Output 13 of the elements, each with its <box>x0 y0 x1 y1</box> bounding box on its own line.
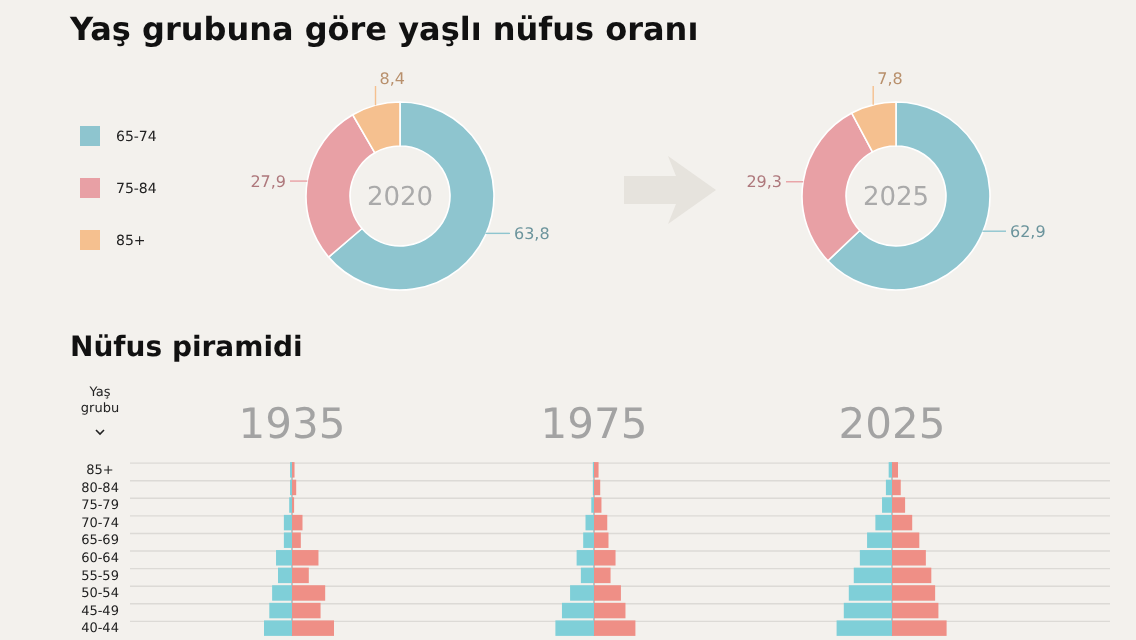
chart-subtitle: 1935 <box>238 400 346 448</box>
data-label: 62,9 <box>1010 222 1046 241</box>
chart-title: Nüfus piramidi <box>70 332 303 364</box>
chart-subtitle: 2025 <box>838 400 946 448</box>
chart-subtitle: 1975 <box>540 400 648 448</box>
data-label: 63,8 <box>514 224 550 243</box>
data-label: 29,3 <box>746 173 782 192</box>
text: 2025 <box>862 183 930 214</box>
text: 2020 <box>366 183 434 214</box>
chart-title: Yaş grubuna göre yaşlı nüfus oranı <box>68 10 699 48</box>
data-label: 27,9 <box>250 172 286 191</box>
data-label: 7,8 <box>877 69 903 88</box>
data-label: 8,4 <box>379 69 405 88</box>
